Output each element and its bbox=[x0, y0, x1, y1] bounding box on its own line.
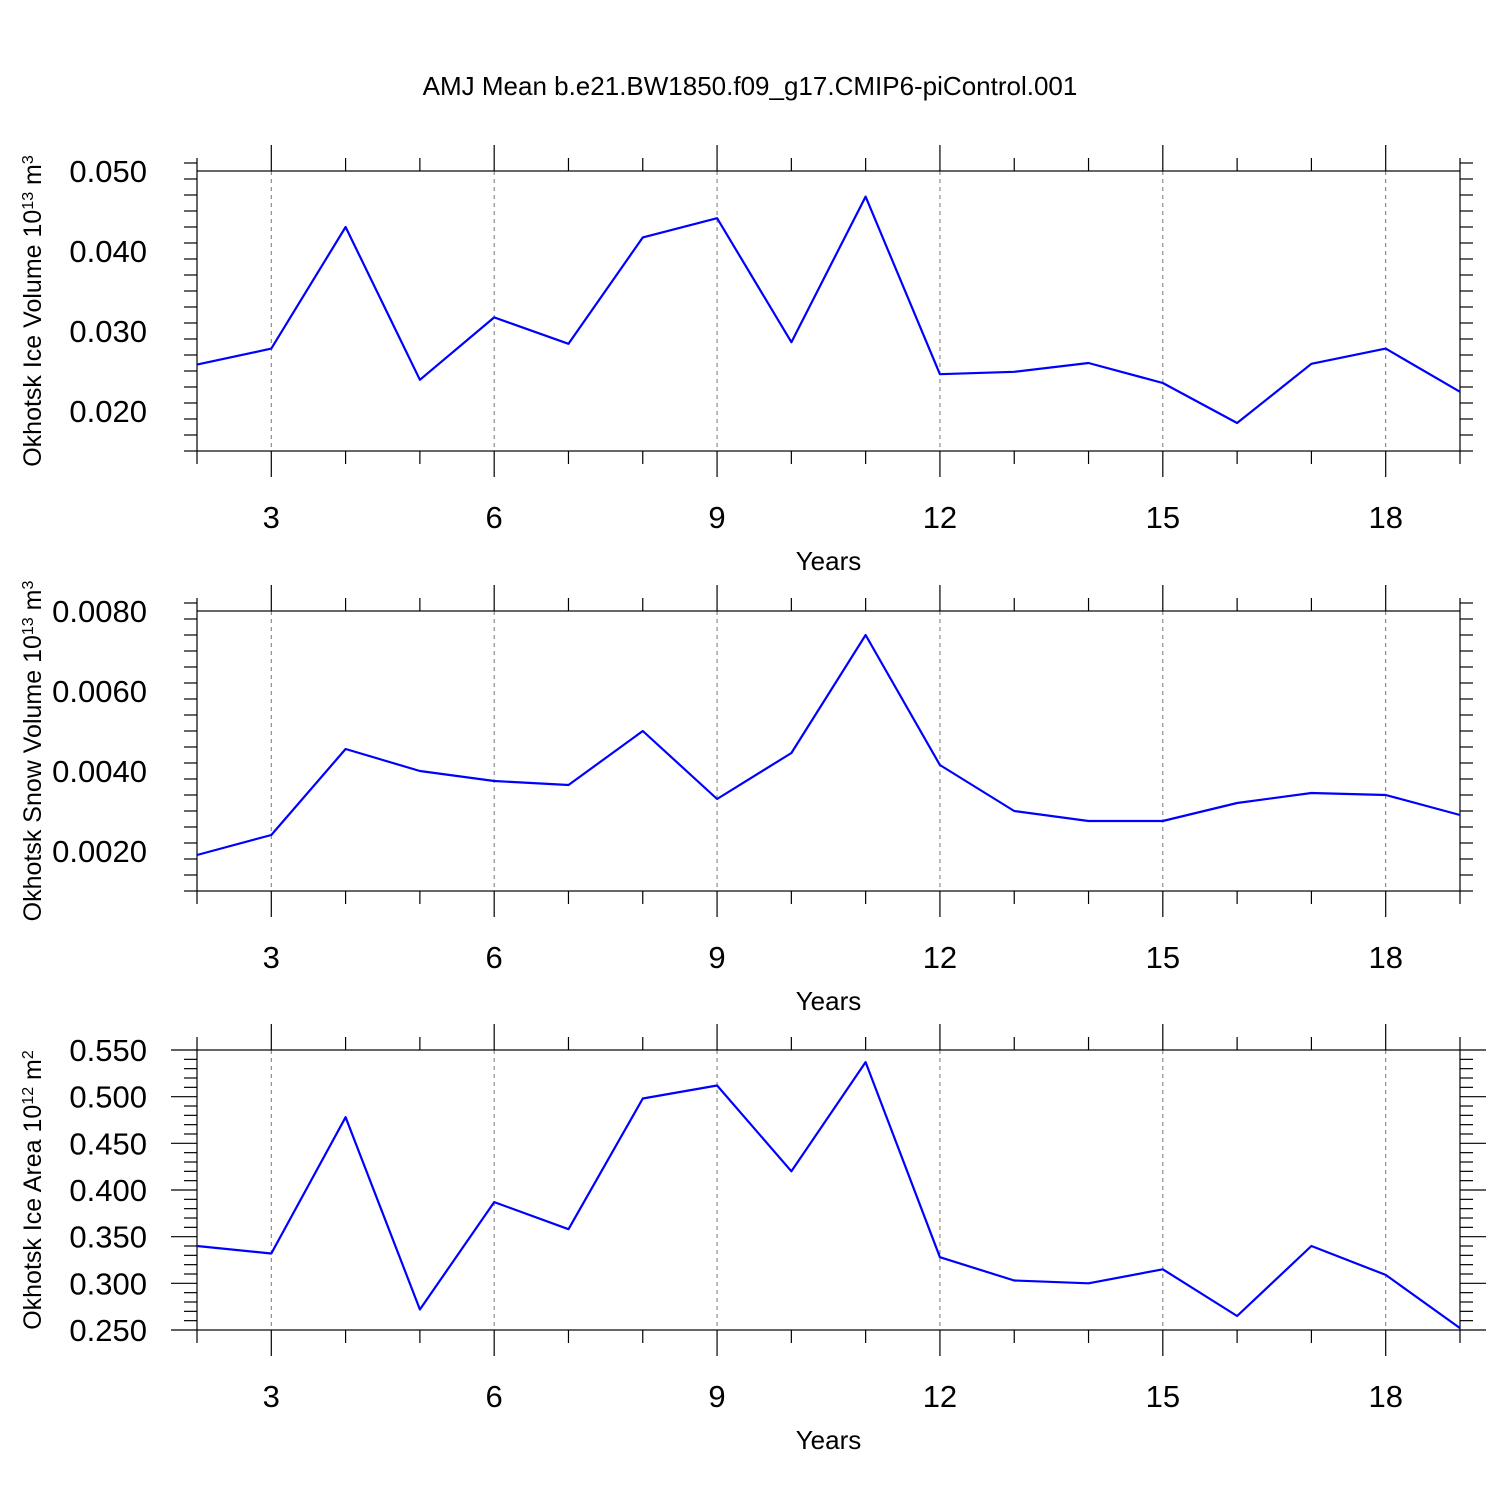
x-tick-label: 18 bbox=[1368, 940, 1402, 975]
x-tick-label: 6 bbox=[486, 500, 503, 535]
x-tick-label: 12 bbox=[923, 940, 957, 975]
y-tick-label: 0.300 bbox=[69, 1266, 147, 1301]
y-tick-label: 0.0060 bbox=[52, 674, 147, 709]
figure-title: AMJ Mean b.e21.BW1850.f09_g17.CMIP6-piCo… bbox=[423, 71, 1078, 101]
x-axis-label: Years bbox=[796, 546, 862, 576]
x-tick-label: 15 bbox=[1146, 500, 1180, 535]
y-tick-label: 0.0020 bbox=[52, 834, 147, 869]
y-axis-label-exponent: 13 bbox=[20, 617, 37, 635]
x-tick-label: 18 bbox=[1368, 1379, 1402, 1414]
series-line-1 bbox=[196, 633, 1461, 857]
x-axis-label: Years bbox=[796, 986, 862, 1016]
y-axis-label-text: Okhotsk Snow Volume 10 bbox=[19, 635, 47, 921]
x-tick-label: 3 bbox=[263, 940, 280, 975]
x-tick-label: 9 bbox=[708, 500, 725, 535]
x-tick-label: 12 bbox=[923, 500, 957, 535]
y-tick-label: 0.450 bbox=[69, 1126, 147, 1161]
panel-2: 3 6 9 12 15 18 Years 0.0020 0.0040 0.0060 0.0080Ok… bbox=[19, 581, 1473, 1016]
y-axis-label-exponent: 13 bbox=[20, 192, 37, 210]
panel-3: 3 6 9 12 15 18 Years 0.250 0.300 0.350 0.400 0.450 0… bbox=[19, 1024, 1486, 1455]
y-axis-label-unit: m bbox=[19, 164, 47, 192]
x-tick-label: 18 bbox=[1368, 500, 1402, 535]
y-tick-label: 0.0040 bbox=[52, 754, 147, 789]
y-axis-label: Okhotsk Ice Area 1012 m2 bbox=[19, 1050, 47, 1330]
x-tick-label: 15 bbox=[1146, 1379, 1180, 1414]
x-tick-label: 3 bbox=[263, 1379, 280, 1414]
y-axis-label-unit: m bbox=[19, 590, 47, 618]
panels: 3 6 9 12 15 18 Years 0.020 0.030 0.040 0.050 Okhots… bbox=[19, 145, 1486, 1455]
series-line-1 bbox=[196, 195, 1461, 425]
y-tick-label: 0.500 bbox=[69, 1080, 147, 1115]
x-tick-label: 9 bbox=[708, 1379, 725, 1414]
y-axis-label-unit-exponent: 3 bbox=[20, 155, 37, 164]
plot-frame bbox=[196, 610, 1461, 892]
y-axis-label-text: Okhotsk Ice Volume 10 bbox=[19, 210, 47, 467]
x-tick-label: 15 bbox=[1146, 940, 1180, 975]
y-tick-label: 0.400 bbox=[69, 1173, 147, 1208]
y-axis-label-unit: m bbox=[19, 1059, 47, 1087]
x-axis-label: Years bbox=[796, 1425, 862, 1455]
x-tick-label: 6 bbox=[486, 940, 503, 975]
y-axis-label-unit-exponent: 2 bbox=[20, 1050, 37, 1059]
y-tick-label: 0.040 bbox=[69, 234, 147, 269]
series-line-1 bbox=[196, 1060, 1461, 1329]
y-tick-label: 0.020 bbox=[69, 394, 147, 429]
plot-frame bbox=[196, 170, 1461, 452]
x-tick-label: 12 bbox=[923, 1379, 957, 1414]
plot-frame bbox=[196, 1049, 1461, 1331]
y-axis-label-exponent: 12 bbox=[20, 1087, 37, 1105]
x-tick-label: 9 bbox=[708, 940, 725, 975]
y-axis-label-unit-exponent: 3 bbox=[20, 581, 37, 590]
y-tick-label: 0.550 bbox=[69, 1033, 147, 1068]
y-tick-label: 0.350 bbox=[69, 1220, 147, 1255]
y-tick-label: 0.050 bbox=[69, 154, 147, 189]
panel-1: 3 6 9 12 15 18 Years 0.020 0.030 0.040 0.050 Okhots… bbox=[19, 145, 1473, 576]
x-tick-label: 6 bbox=[486, 1379, 503, 1414]
y-axis-label: Okhotsk Ice Volume 1013 m3 bbox=[19, 155, 47, 467]
x-tick-label: 3 bbox=[263, 500, 280, 535]
y-axis-label-text: Okhotsk Ice Area 10 bbox=[19, 1105, 47, 1330]
y-tick-label: 0.030 bbox=[69, 314, 147, 349]
y-axis-label: Okhotsk Snow Volume 1013 m3 bbox=[19, 581, 47, 922]
y-tick-label: 0.250 bbox=[69, 1313, 147, 1348]
y-tick-label: 0.0080 bbox=[52, 594, 147, 629]
